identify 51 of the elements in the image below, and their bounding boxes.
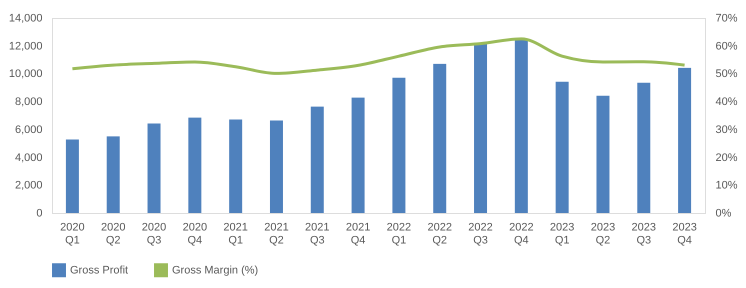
y2-tick-label: 40% bbox=[716, 96, 738, 108]
bar bbox=[514, 40, 528, 213]
x-tick-label: 2022 Q2 bbox=[427, 222, 452, 246]
bar bbox=[474, 42, 488, 213]
bar bbox=[229, 120, 242, 213]
legend-label: Gross Margin (%) bbox=[172, 264, 258, 276]
y-tick-label: 8,000 bbox=[14, 96, 42, 108]
bar bbox=[188, 118, 202, 213]
bar bbox=[392, 78, 406, 213]
y2-tick-label: 10% bbox=[716, 180, 738, 192]
bar bbox=[352, 98, 365, 213]
x-tick-label: 2020 Q4 bbox=[182, 222, 208, 246]
y-tick-label: 14,000 bbox=[8, 12, 42, 24]
x-tick-label: 2020 Q3 bbox=[142, 222, 166, 246]
y-tick-label: 4,000 bbox=[14, 152, 42, 164]
y-tick-label: 2,000 bbox=[14, 180, 42, 192]
x-tick-label: 2022 Q4 bbox=[509, 222, 534, 246]
legend-label: Gross Profit bbox=[70, 264, 128, 276]
x-tick-label: 2021 Q3 bbox=[305, 222, 330, 246]
bar bbox=[148, 123, 161, 213]
y2-tick-label: 30% bbox=[716, 124, 738, 136]
x-tick-label: 2021 Q2 bbox=[264, 222, 289, 246]
x-tick-label: 2021 Q4 bbox=[346, 222, 370, 246]
bar bbox=[106, 136, 120, 213]
x-tick-label: 2020 Q2 bbox=[100, 222, 126, 246]
bar bbox=[596, 96, 610, 213]
line-series bbox=[70, 37, 686, 75]
x-tick-label: 2023 Q1 bbox=[550, 222, 574, 246]
bar bbox=[556, 82, 569, 213]
bar bbox=[678, 68, 692, 213]
x-tick-label: 2023 Q2 bbox=[590, 222, 616, 246]
x-tick-label: 2023 Q4 bbox=[672, 222, 697, 246]
x-tick-label: 2022 Q3 bbox=[468, 222, 493, 246]
x-tick-label: 2023 Q3 bbox=[632, 222, 656, 246]
x-tick-label: 2022 Q1 bbox=[386, 222, 412, 246]
y2-tick-label: 50% bbox=[716, 68, 738, 80]
y-tick-label: 6,000 bbox=[14, 124, 42, 136]
y2-tick-label: 20% bbox=[716, 152, 738, 164]
bar bbox=[66, 139, 79, 213]
y2-tick-label: 70% bbox=[716, 12, 738, 24]
y-tick-label: 10,000 bbox=[8, 68, 42, 80]
y-tick-label: 0 bbox=[36, 208, 42, 220]
y-tick-label: 12,000 bbox=[8, 40, 42, 52]
bar bbox=[637, 82, 650, 213]
bar bbox=[433, 64, 446, 213]
bar bbox=[310, 106, 324, 213]
y2-tick-label: 60% bbox=[716, 40, 738, 52]
bar bbox=[270, 120, 283, 213]
x-tick-label: 2021 Q1 bbox=[223, 222, 248, 246]
x-tick-label: 2020 Q1 bbox=[60, 222, 85, 246]
y2-tick-label: 0% bbox=[716, 208, 732, 220]
